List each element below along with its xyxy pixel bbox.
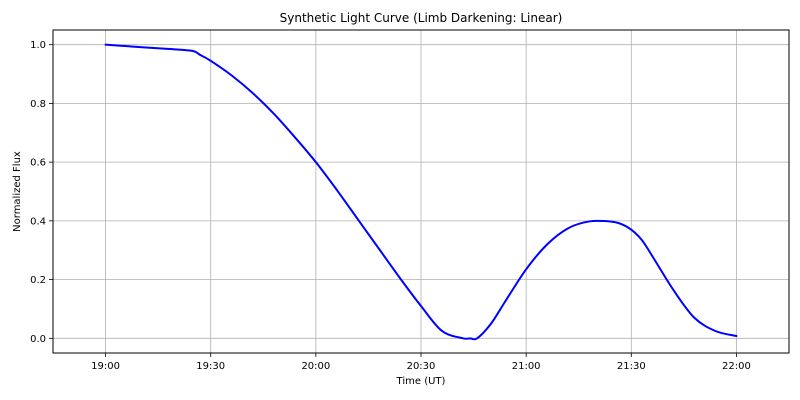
y-tick-label: 1.0 <box>30 40 46 51</box>
grid <box>53 30 789 353</box>
y-tick-label: 0.2 <box>30 275 46 286</box>
x-tick-label: 21:00 <box>512 361 541 372</box>
ticks: 19:00 19:30 20:00 20:30 21:00 21:30 22:00 0.0 0.… <box>30 40 751 372</box>
flux-series-line <box>104 43 738 341</box>
x-axis-label: Time (UT) <box>396 376 446 387</box>
x-tick-label: 22:00 <box>722 361 751 372</box>
chart-title: Synthetic Light Curve (Limb Darkening: L… <box>280 11 563 25</box>
x-tick-label: 19:00 <box>91 361 120 372</box>
series-layer <box>104 43 738 341</box>
x-tick-label: 21:30 <box>617 361 646 372</box>
y-tick-label: 0.4 <box>30 216 46 227</box>
y-axis-label: Normalized Flux <box>12 151 23 232</box>
x-tick-label: 20:30 <box>407 361 436 372</box>
x-tick-label: 19:30 <box>196 361 225 372</box>
y-tick-label: 0.8 <box>30 99 46 110</box>
x-tick-label: 20:00 <box>301 361 330 372</box>
y-tick-label: 0.6 <box>30 158 46 169</box>
y-tick-label: 0.0 <box>30 334 46 345</box>
